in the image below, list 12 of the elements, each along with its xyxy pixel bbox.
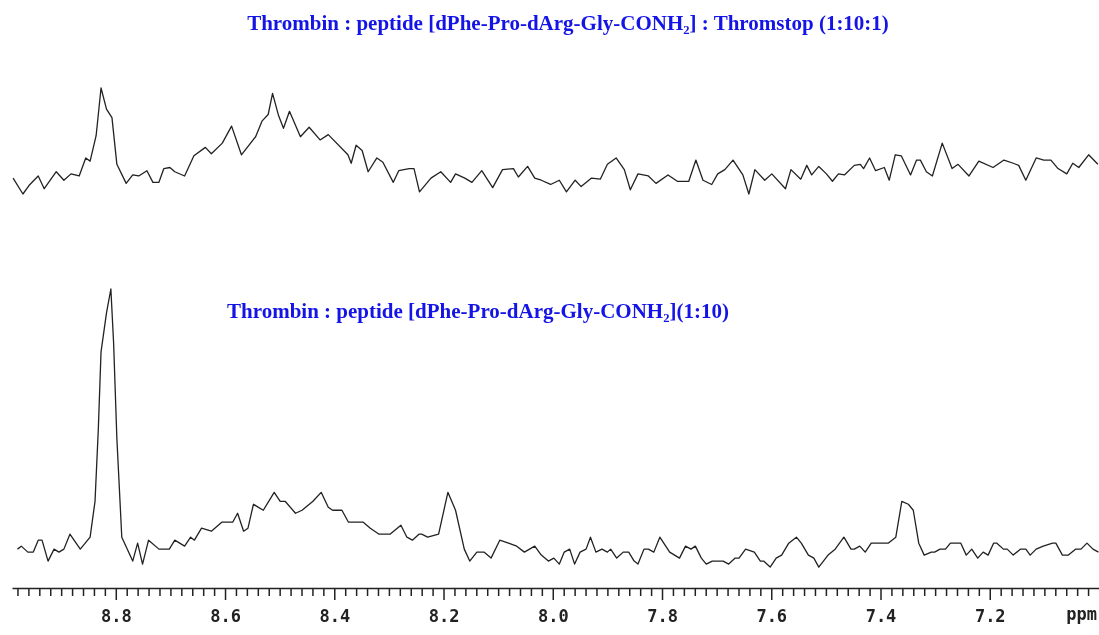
- x-tick-label: 7.2: [974, 606, 1006, 627]
- x-tick-label: 8.8: [100, 606, 132, 627]
- x-tick-label: 8.6: [210, 606, 241, 627]
- x-tick-label: 8.0: [537, 606, 569, 627]
- x-tick-label: 8.4: [319, 606, 351, 627]
- x-tick-label: 7.6: [756, 606, 788, 627]
- text: Thrombin : peptide [dPhe-Pro-dArg-Gly-CONH₂](1:10): [227, 299, 729, 323]
- chart-title: Thrombin : peptide [dPhe-Pro-dArg-Gly-CONH₂] : Thromstop (1:10:1): [247, 11, 889, 35]
- x-tick-label: 8.2: [428, 606, 460, 627]
- x-tick-label: 7.4: [865, 606, 897, 627]
- x-tick-label: 7.8: [647, 606, 678, 627]
- x-axis-title: ppm: [1066, 604, 1097, 624]
